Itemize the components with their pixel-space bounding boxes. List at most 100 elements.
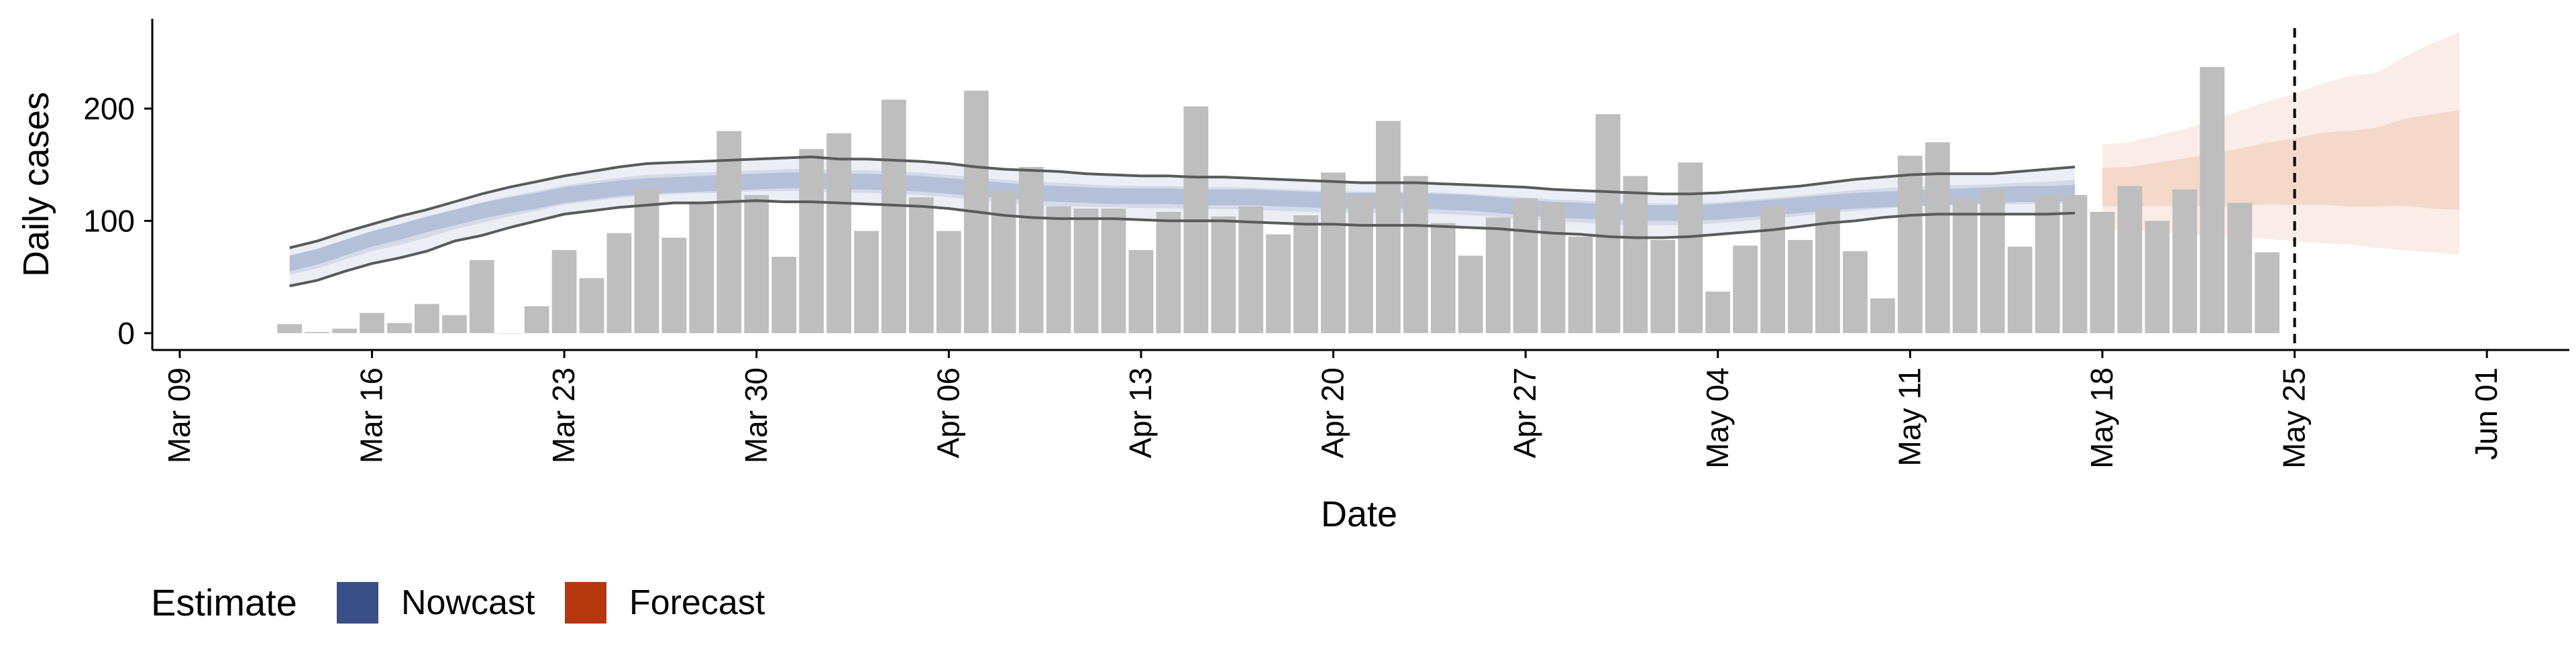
case-bar — [1101, 209, 1126, 333]
y-tick-label: 200 — [83, 91, 135, 126]
case-bar — [1568, 236, 1593, 333]
x-tick-label: Mar 16 — [354, 367, 389, 463]
case-bar — [1513, 198, 1538, 333]
case-bar — [332, 329, 357, 333]
case-bar — [1897, 156, 1923, 333]
axes — [151, 19, 2569, 351]
case-bar — [689, 202, 714, 333]
case-bar — [2255, 252, 2279, 333]
case-bar — [1018, 167, 1044, 333]
case-bar — [551, 250, 577, 333]
y-axis-ticks: 0 100 200 — [83, 91, 152, 351]
x-tick-label: May 04 — [1700, 367, 1735, 469]
case-bar — [744, 194, 769, 333]
nowcast-band-20 — [289, 172, 2076, 272]
case-bar — [1540, 202, 1566, 333]
x-axis-title: Date — [1321, 494, 1397, 534]
case-bar — [936, 231, 961, 333]
y-tick-label: 0 — [117, 316, 135, 351]
case-bar — [771, 257, 797, 333]
case-bar — [1925, 142, 1950, 333]
legend-title: Estimate — [151, 581, 297, 624]
case-bar — [442, 315, 467, 333]
x-tick-label: Apr 27 — [1507, 367, 1542, 459]
x-tick-label: May 11 — [1892, 367, 1927, 466]
x-tick-label: Apr 13 — [1123, 367, 1158, 459]
case-bar — [2200, 67, 2225, 333]
y-axis-title: Daily cases — [16, 92, 56, 277]
case-bar — [469, 260, 494, 333]
case-bar — [1705, 291, 1731, 333]
nowcast-lower-line — [289, 199, 2076, 288]
legend-label-nowcast: Nowcast — [401, 583, 535, 622]
case-bar — [1046, 206, 1071, 333]
forecast-band-50 — [2102, 110, 2460, 211]
case-bar — [1376, 121, 1401, 333]
case-bar — [2035, 194, 2060, 333]
legend-swatch-forecast — [565, 582, 606, 624]
case-bar — [524, 306, 549, 333]
case-bar — [1623, 176, 1648, 333]
case-bar — [2117, 186, 2143, 333]
case-bar — [1293, 215, 1318, 333]
case-bar — [2007, 246, 2033, 333]
case-bar — [496, 333, 522, 334]
x-tick-label: Apr 20 — [1316, 367, 1350, 459]
nowcast-upper-line — [289, 155, 2076, 249]
case-bar — [826, 133, 851, 333]
x-axis-ticks: Mar 09 Mar 16 Mar 23 Mar 30 Apr 06 Apr 13 Apr … — [162, 350, 2504, 469]
case-bar — [1211, 216, 1236, 333]
case-bar — [2172, 189, 2198, 333]
case-bar — [1266, 234, 1291, 333]
case-bar — [1073, 209, 1099, 333]
case-bar — [1595, 114, 1621, 333]
case-bar — [1430, 223, 1456, 333]
case-bar — [387, 322, 412, 333]
legend: Estimate Nowcast Forecast — [151, 581, 765, 624]
case-bar — [1870, 298, 1895, 333]
case-bar — [1128, 250, 1154, 333]
case-bar — [606, 233, 632, 333]
case-bar — [579, 278, 604, 333]
case-bar — [1843, 251, 1868, 333]
case-bar — [1485, 217, 1511, 333]
y-tick-label: 100 — [83, 203, 135, 238]
case-bar — [305, 332, 329, 333]
x-tick-label: Apr 06 — [930, 367, 965, 459]
case-bar — [415, 304, 439, 333]
case-bar — [1156, 212, 1181, 333]
reported-cases-bars — [277, 67, 2279, 334]
case-bar — [1458, 255, 1483, 333]
case-bar — [277, 324, 303, 333]
case-bar — [661, 237, 687, 333]
case-bar — [1348, 196, 1373, 333]
legend-label-forecast: Forecast — [629, 583, 765, 622]
case-bar — [881, 99, 906, 333]
x-tick-label: Jun 01 — [2469, 367, 2504, 460]
x-tick-label: Mar 30 — [739, 367, 773, 463]
case-bar — [1678, 162, 1703, 333]
case-bar — [1788, 239, 1813, 333]
x-tick-label: Mar 09 — [162, 367, 197, 463]
case-bar — [2062, 194, 2088, 333]
case-bar — [991, 190, 1016, 333]
case-bar — [799, 149, 824, 333]
case-bar — [1760, 206, 1785, 333]
case-bar — [854, 231, 879, 333]
x-tick-label: May 25 — [2277, 367, 2312, 469]
case-bar — [1952, 198, 1978, 333]
x-tick-label: May 18 — [2084, 367, 2119, 469]
case-bar — [1815, 209, 1840, 333]
legend-swatch-nowcast — [337, 582, 378, 624]
case-bar — [2090, 212, 2115, 333]
case-bar — [909, 197, 934, 333]
nowcast-interval-lines — [289, 155, 2076, 288]
case-bar — [1733, 245, 1758, 333]
case-bar — [1403, 176, 1428, 333]
case-bar — [2227, 202, 2253, 333]
x-tick-label: Mar 23 — [546, 367, 581, 463]
case-bar — [1321, 172, 1346, 333]
case-bar — [1238, 206, 1264, 333]
nowcast-band-50 — [289, 168, 2076, 275]
